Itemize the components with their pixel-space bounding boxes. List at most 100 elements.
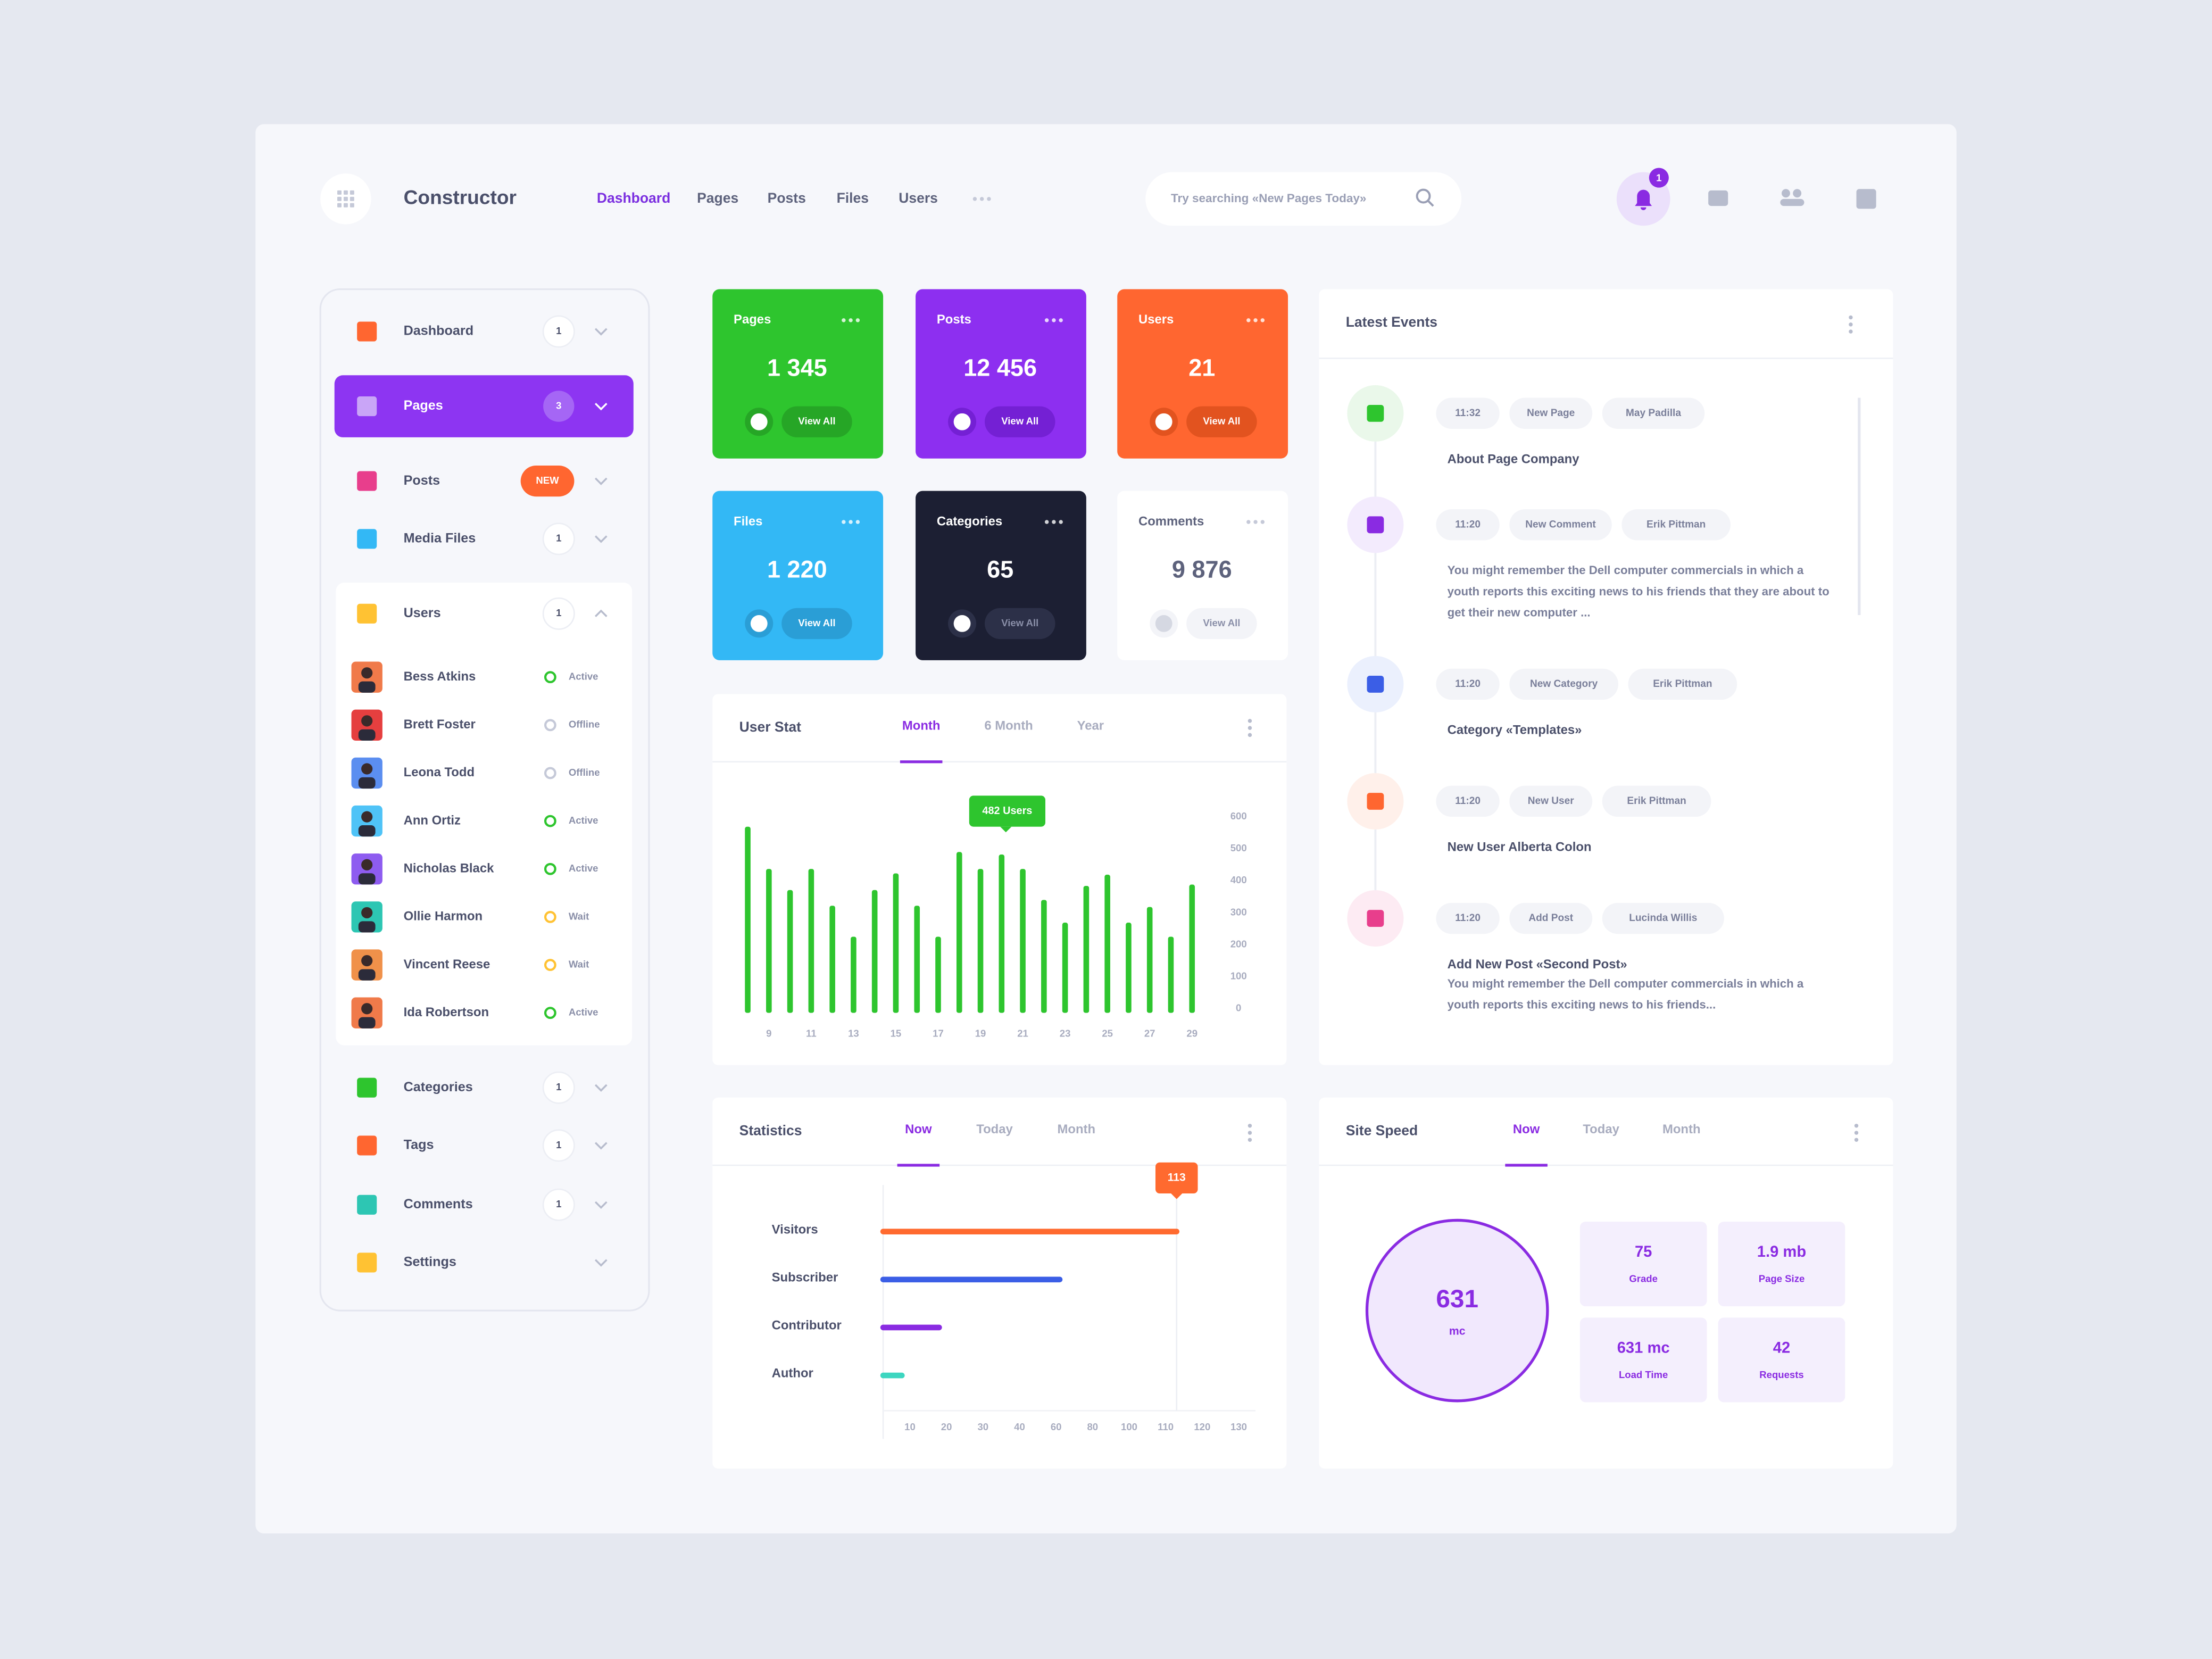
- y-tick-label: 600: [1230, 810, 1247, 822]
- view-all-button[interactable]: [781, 608, 852, 640]
- tab[interactable]: Today: [1583, 1122, 1619, 1137]
- event-icon: [1367, 676, 1384, 693]
- x-tick-label: 10: [904, 1421, 916, 1432]
- card-value: 9 876: [1172, 556, 1232, 583]
- sidebar-item-active[interactable]: [334, 375, 634, 437]
- view-all-button[interactable]: [984, 608, 1055, 640]
- sidebar-badge: [543, 391, 575, 422]
- notification-count: 1: [1656, 172, 1661, 183]
- x-tick-label: 27: [1144, 1027, 1155, 1039]
- y-tick-label: 500: [1230, 842, 1247, 853]
- sidebar-label[interactable]: Tags: [404, 1138, 434, 1152]
- metric-tile: [1718, 1222, 1845, 1307]
- card-value: 1 345: [767, 354, 827, 381]
- user-avatar-body: [358, 921, 376, 933]
- sidebar-label[interactable]: Settings: [404, 1255, 456, 1270]
- view-all-text[interactable]: View All: [1203, 416, 1240, 427]
- chevron[interactable]: [594, 403, 608, 411]
- tab[interactable]: Now: [905, 1122, 932, 1137]
- tab[interactable]: 6 Month: [984, 719, 1033, 733]
- sidebar-badge: [542, 1129, 575, 1162]
- view-all-text[interactable]: View All: [798, 416, 835, 427]
- bar: [1020, 869, 1026, 1013]
- card-add-inner: [750, 615, 768, 632]
- user-avatar-head: [361, 1003, 373, 1015]
- logo-dot: [350, 190, 354, 195]
- view-all-button[interactable]: [1186, 608, 1257, 640]
- nav-link[interactable]: Posts: [768, 190, 806, 206]
- user-name: Ann Ortiz: [404, 813, 461, 827]
- event-title: Category «Templates»: [1448, 723, 1582, 737]
- search-box[interactable]: [1145, 172, 1462, 226]
- stats-icon[interactable]: [1856, 189, 1876, 209]
- event-tag-text: New User: [1528, 795, 1575, 807]
- metric-tile: [1718, 1317, 1845, 1403]
- sidebar-label[interactable]: Pages: [404, 398, 443, 413]
- card-title: Files: [734, 514, 762, 528]
- more-dot: [1854, 1138, 1859, 1142]
- nav-link[interactable]: Dashboard: [597, 190, 670, 206]
- nav-link[interactable]: Pages: [697, 190, 738, 206]
- panel: [712, 1097, 1287, 1469]
- users-card: [336, 583, 633, 1046]
- sidebar-label[interactable]: Categories: [404, 1080, 473, 1094]
- messages-icon[interactable]: [1708, 190, 1728, 206]
- bar: [893, 873, 899, 1013]
- sidebar-label[interactable]: Media Files: [404, 530, 476, 545]
- view-all-button[interactable]: [1186, 406, 1257, 437]
- view-all-text[interactable]: View All: [798, 617, 835, 628]
- view-all-text[interactable]: View All: [1001, 617, 1038, 628]
- chevron[interactable]: [594, 1201, 608, 1209]
- metric-value: 75: [1635, 1243, 1652, 1260]
- notification-badge: [1649, 168, 1669, 188]
- view-all-button[interactable]: [984, 406, 1055, 437]
- tab[interactable]: Now: [1513, 1122, 1540, 1137]
- user-status: Offline: [569, 719, 600, 730]
- x-tick-label: 17: [933, 1027, 944, 1039]
- sidebar-icon: [357, 603, 377, 624]
- logo-dot: [343, 190, 348, 195]
- sidebar-label[interactable]: Dashboard: [404, 323, 473, 338]
- event-tag-text: New Comment: [1525, 519, 1596, 530]
- nav-link[interactable]: Users: [899, 190, 938, 206]
- x-tick-label: 9: [766, 1027, 771, 1039]
- view-all-text[interactable]: View All: [1001, 416, 1038, 427]
- more-dot: [1248, 1131, 1252, 1135]
- tab[interactable]: Month: [902, 719, 941, 733]
- x-tick-label: 130: [1230, 1421, 1247, 1432]
- chevron[interactable]: [594, 1084, 608, 1092]
- user-avatar-body: [358, 681, 376, 693]
- event-tag-text: Erik Pittman: [1627, 795, 1686, 807]
- sidebar-label[interactable]: Users: [404, 605, 441, 620]
- tab[interactable]: Month: [1662, 1122, 1701, 1137]
- user-avatar-head: [361, 763, 373, 775]
- category-label: Contributor: [772, 1318, 842, 1333]
- view-all-button[interactable]: [781, 406, 852, 437]
- chevron[interactable]: [594, 1259, 608, 1267]
- bar: [977, 869, 984, 1013]
- tab[interactable]: Year: [1077, 719, 1104, 733]
- event-text-box: You might remember the Dell computer com…: [1448, 976, 1804, 1011]
- chevron[interactable]: [594, 1142, 608, 1150]
- sidebar-icon: [357, 1252, 377, 1273]
- chevron[interactable]: [594, 477, 608, 485]
- x-tick-label: 11: [806, 1027, 817, 1039]
- user-avatar-head: [361, 907, 373, 919]
- nav-link[interactable]: Files: [837, 190, 869, 206]
- chevron[interactable]: [594, 609, 608, 617]
- tab[interactable]: Today: [976, 1122, 1013, 1137]
- chevron[interactable]: [594, 328, 608, 336]
- chevron[interactable]: [594, 535, 608, 543]
- sidebar-label[interactable]: Posts: [404, 473, 440, 488]
- more-dot: [1248, 719, 1252, 723]
- event-tag-text: 11:20: [1455, 519, 1481, 530]
- tab[interactable]: Month: [1058, 1122, 1096, 1137]
- sidebar-label[interactable]: Comments: [404, 1197, 473, 1212]
- event-tag: [1509, 668, 1618, 700]
- sidebar-icon: [357, 1195, 377, 1215]
- user-name: Vincent Reese: [404, 957, 490, 972]
- search-icon: [1427, 200, 1434, 207]
- view-all-text[interactable]: View All: [1203, 617, 1240, 628]
- status-ring: [544, 815, 556, 827]
